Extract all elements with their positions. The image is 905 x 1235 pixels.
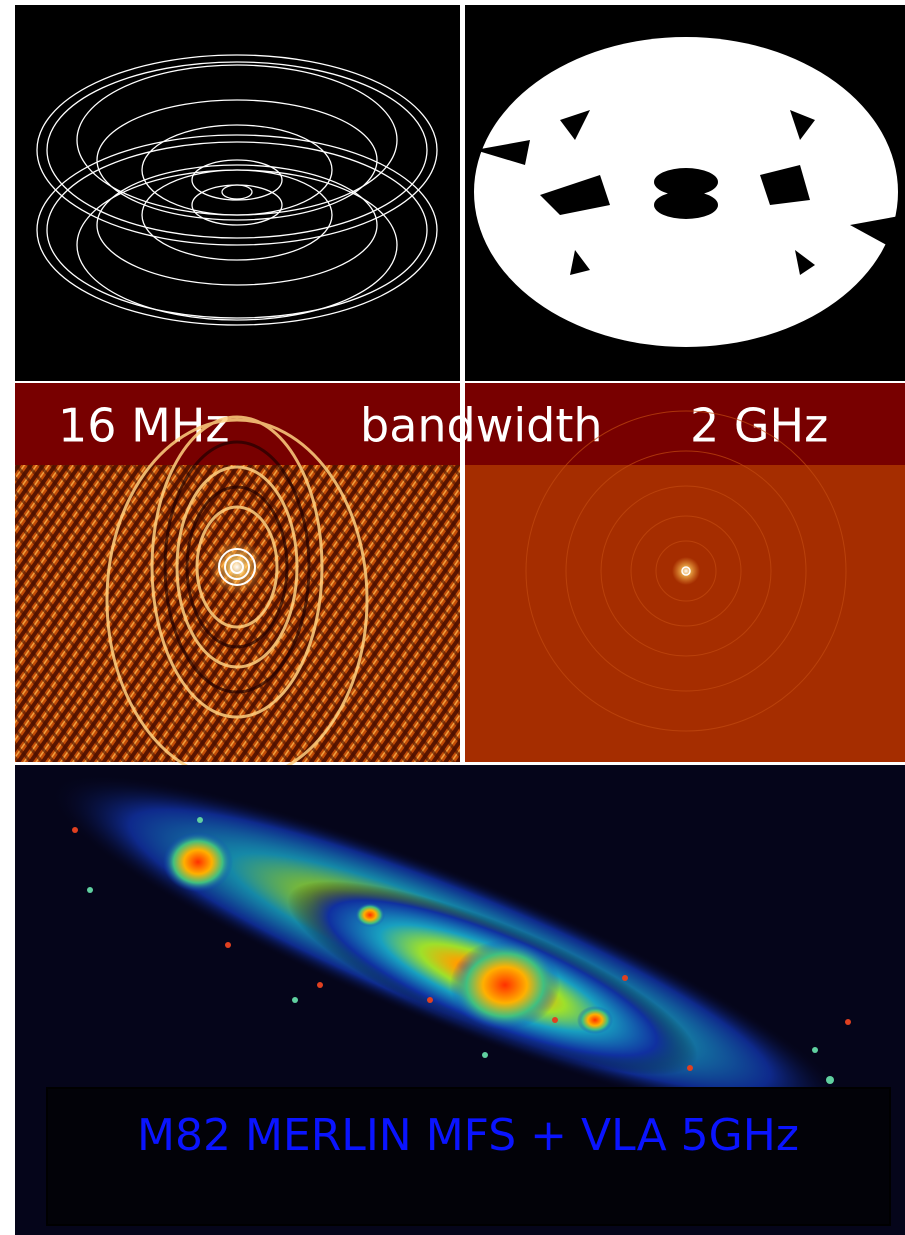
image-detail xyxy=(460,5,465,762)
image-detail xyxy=(197,817,203,823)
image-detail xyxy=(654,191,718,219)
image-detail xyxy=(826,1076,834,1084)
image-detail xyxy=(577,1006,613,1034)
image-detail xyxy=(622,975,628,981)
page-body: 16 MHz bandwidth 2 GHz xyxy=(0,0,905,1235)
image-detail xyxy=(87,887,93,893)
image-detail xyxy=(465,465,905,762)
image-detail xyxy=(845,1019,851,1025)
uv-coverage-narrow xyxy=(15,5,460,381)
figure: 16 MHz bandwidth 2 GHz xyxy=(0,0,905,1235)
image-detail xyxy=(672,557,700,585)
image-detail xyxy=(225,942,231,948)
image-detail xyxy=(552,1017,558,1023)
image-detail xyxy=(450,940,560,1030)
banner-center: bandwidth xyxy=(360,399,603,453)
image-detail xyxy=(317,982,323,988)
caption: M82 MERLIN MFS + VLA 5GHz xyxy=(137,1110,799,1161)
image-detail xyxy=(72,827,78,833)
image-detail xyxy=(687,1065,693,1071)
page: Bandwidth comparison {"banner": {"left":… xyxy=(0,0,905,1235)
image-detail xyxy=(482,1052,488,1058)
image-detail xyxy=(427,997,433,1003)
uv-coverage-wide xyxy=(465,5,905,381)
banner-right: 2 GHz xyxy=(690,399,828,453)
psf-narrow xyxy=(15,417,460,780)
image-detail xyxy=(163,832,233,892)
image-detail xyxy=(209,539,265,595)
m82-image: M82 MERLIN MFS + VLA 5GHz xyxy=(15,719,905,1235)
image-detail xyxy=(812,1047,818,1053)
image-detail xyxy=(292,997,298,1003)
image-detail xyxy=(355,903,385,927)
